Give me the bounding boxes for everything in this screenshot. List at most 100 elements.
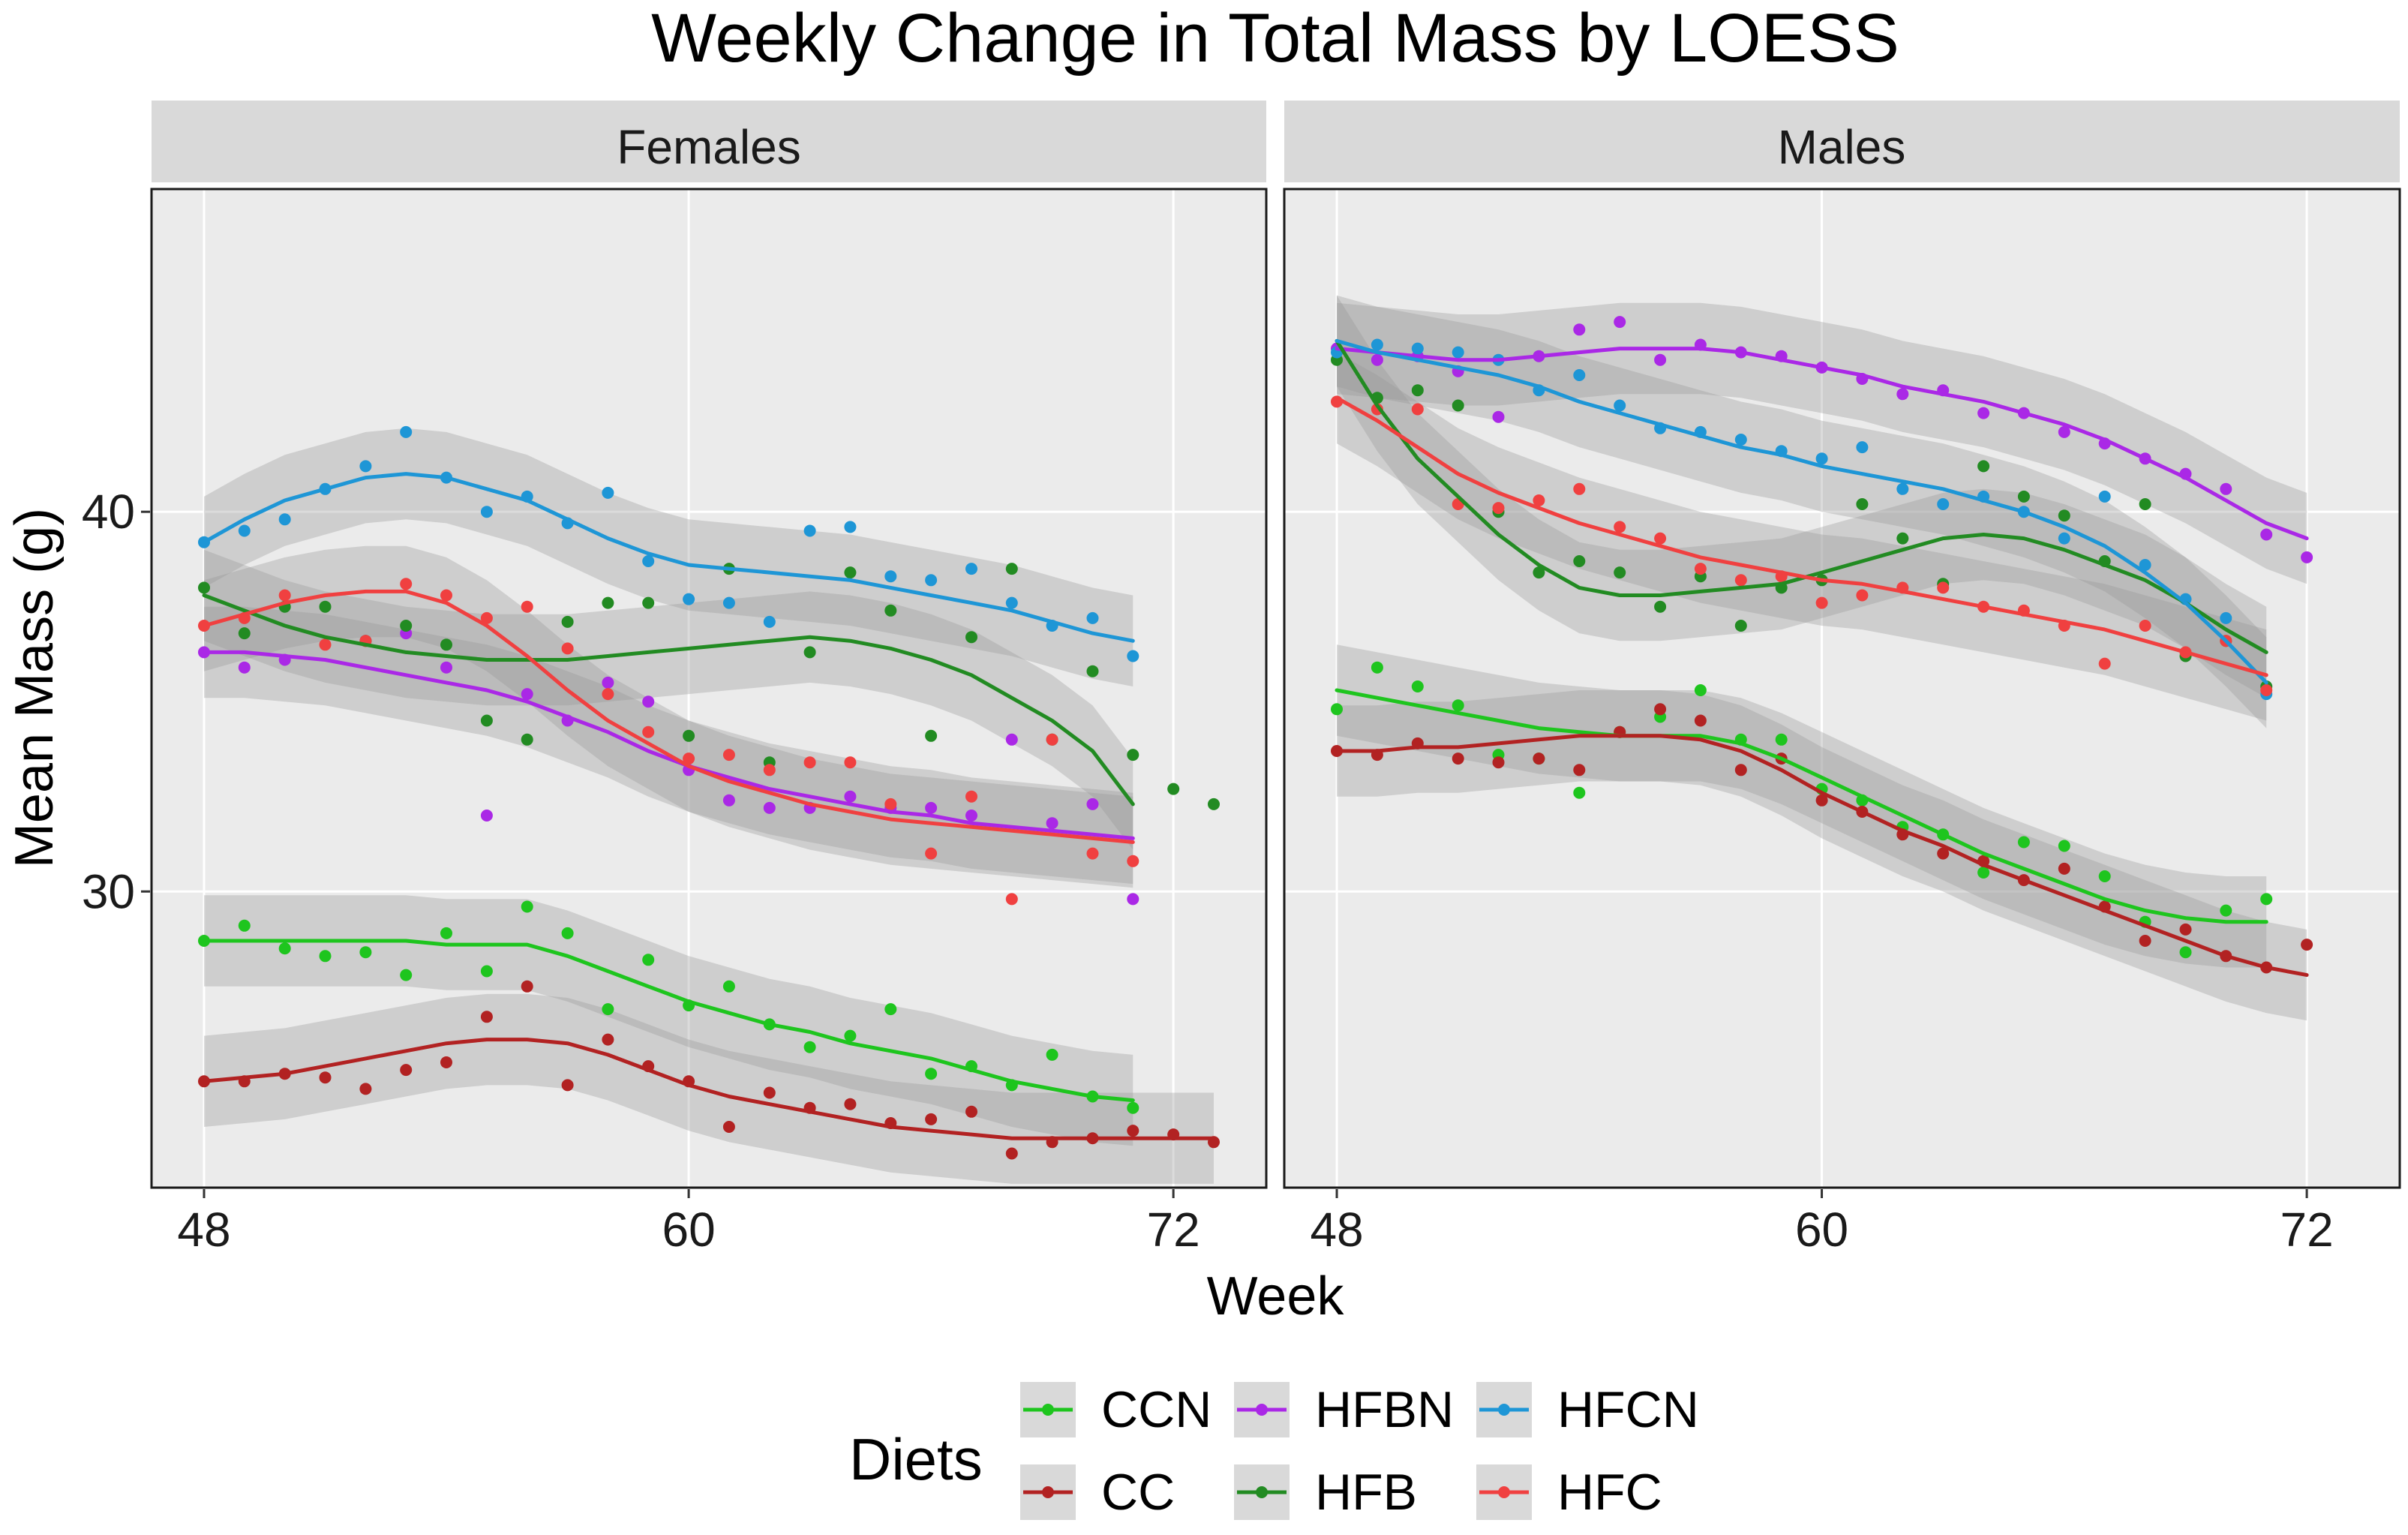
chart-title: Weekly Change in Total Mass by LOESS xyxy=(651,0,1899,77)
data-point-hfcn xyxy=(1371,338,1383,351)
legend-label-hfbn: HFBN xyxy=(1315,1381,1454,1438)
data-point-hfcn xyxy=(642,555,655,567)
data-point-cc xyxy=(319,1071,332,1084)
loess-line-hfbn xyxy=(202,650,1135,840)
data-point-cc xyxy=(1937,847,1950,860)
data-point-cc xyxy=(1005,1147,1018,1160)
data-point-ccn xyxy=(1127,1101,1139,1114)
plot-background xyxy=(152,189,1266,1188)
data-point-hfc xyxy=(1694,563,1707,575)
legend-key-point xyxy=(1256,1486,1268,1498)
data-point-cc xyxy=(1533,752,1545,765)
data-point-ccn xyxy=(1411,680,1424,692)
data-point-hfb xyxy=(1452,399,1464,412)
confidence-band-hfb xyxy=(204,549,1133,850)
data-point-ccn xyxy=(1775,733,1788,746)
data-point-hfcn xyxy=(1734,434,1747,446)
data-point-cc xyxy=(965,1105,977,1118)
legend-key-point xyxy=(1498,1486,1510,1498)
data-point-hfbn xyxy=(1371,353,1383,366)
data-point-hfb xyxy=(440,638,452,651)
strip-background xyxy=(1284,101,2400,182)
x-tick-label: 48 xyxy=(177,1203,230,1257)
data-point-ccn xyxy=(803,1041,816,1053)
data-point-hfbn xyxy=(844,790,857,803)
data-point-hfb xyxy=(925,729,938,742)
data-point-hfbn xyxy=(440,661,452,674)
confidence-band-hfcn xyxy=(1337,295,2267,728)
data-point-hfb xyxy=(1896,532,1909,545)
x-tick-label: 60 xyxy=(1795,1203,1848,1257)
data-point-ccn xyxy=(2098,870,2111,882)
data-point-hfb xyxy=(602,596,614,609)
x-tick-label: 72 xyxy=(2280,1203,2333,1257)
data-point-hfcn xyxy=(683,593,695,605)
data-point-hfcn xyxy=(763,615,776,628)
data-point-hfcn xyxy=(602,486,614,499)
data-point-ccn xyxy=(1371,661,1383,674)
loess-line-hfbn xyxy=(1335,347,2309,541)
plot-background xyxy=(1284,189,2400,1188)
data-point-hfbn xyxy=(763,801,776,814)
y-tick-label: 30 xyxy=(82,864,135,918)
confidence-band-ccn xyxy=(204,895,1133,1146)
legend: Diets CCN CC HFBN HFB HFCN HFC xyxy=(849,1381,1699,1521)
x-tick-label: 72 xyxy=(1147,1203,1200,1257)
x-tick-label: 60 xyxy=(662,1203,715,1257)
data-point-hfbn xyxy=(238,661,251,674)
data-point-ccn xyxy=(642,954,655,966)
data-point-hfbn xyxy=(1977,407,1990,419)
data-point-hfcn xyxy=(722,596,735,609)
legend-key-point xyxy=(1042,1486,1054,1498)
data-point-hfcn xyxy=(884,570,897,583)
data-point-hfc xyxy=(965,790,977,803)
data-point-hfbn xyxy=(480,810,493,822)
data-point-hfcn xyxy=(965,563,977,575)
data-point-ccn xyxy=(480,965,493,978)
data-point-hfcn xyxy=(238,524,251,537)
data-point-hfcn xyxy=(1127,650,1139,662)
data-point-cc xyxy=(2139,935,2151,947)
legend-title: Diets xyxy=(849,1426,983,1492)
data-point-hfc xyxy=(722,749,735,761)
data-point-hfb xyxy=(198,581,210,594)
data-point-hfcn xyxy=(1815,452,1828,465)
data-point-cc xyxy=(2179,923,2192,936)
loess-line-ccn xyxy=(1335,688,2268,924)
data-point-hfb xyxy=(1614,566,1626,579)
data-point-cc xyxy=(1127,1125,1139,1137)
data-point-hfb xyxy=(1005,563,1018,575)
data-point-hfc xyxy=(561,642,574,655)
data-point-hfbn xyxy=(2260,528,2273,541)
loess-line-cc xyxy=(1335,734,2309,978)
data-point-hfb xyxy=(642,596,655,609)
data-point-hfc xyxy=(1492,502,1505,515)
data-point-cc xyxy=(400,1064,413,1077)
data-point-ccn xyxy=(521,900,533,913)
data-point-hfb xyxy=(1654,600,1667,613)
data-point-hfc xyxy=(480,611,493,624)
data-point-hfcn xyxy=(1005,596,1018,609)
data-point-hfbn xyxy=(1573,323,1586,336)
data-point-hfcn xyxy=(1452,346,1464,359)
data-point-hfc xyxy=(2139,620,2151,632)
data-point-cc xyxy=(480,1011,493,1023)
data-point-cc xyxy=(521,980,533,993)
data-point-hfcn xyxy=(1856,441,1869,454)
legend-item-hfcn: HFCN xyxy=(1476,1381,1699,1438)
legend-label-hfc: HFC xyxy=(1557,1464,1662,1521)
confidence-band-ccn xyxy=(1337,644,2267,968)
plot-border xyxy=(150,188,1268,1189)
data-point-hfc xyxy=(440,589,452,602)
data-point-hfbn xyxy=(1086,798,1099,810)
data-point-ccn xyxy=(359,946,372,959)
data-point-ccn xyxy=(2260,893,2273,906)
data-point-hfbn xyxy=(1005,733,1018,746)
data-point-hfbn xyxy=(2220,482,2232,495)
data-point-cc xyxy=(763,1086,776,1099)
legend-item-cc: CC xyxy=(1020,1464,1175,1521)
data-point-hfb xyxy=(1086,665,1099,677)
data-point-hfcn xyxy=(278,513,291,526)
loess-line-ccn xyxy=(202,939,1135,1103)
